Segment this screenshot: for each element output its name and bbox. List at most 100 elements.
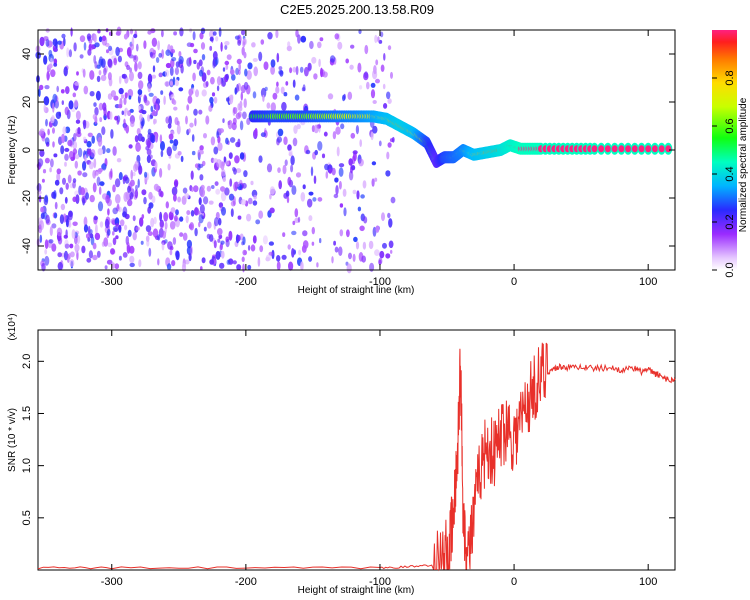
heatmap-noise-cell <box>220 41 223 52</box>
heatmap-ridge-cell <box>591 145 598 153</box>
heatmap-noise-cell <box>217 238 221 243</box>
heatmap-noise-cell <box>185 115 188 125</box>
heatmap-noise-cell <box>129 191 134 200</box>
heatmap-noise-cell <box>342 188 347 197</box>
heatmap-noise-cell <box>269 186 275 195</box>
heatmap-noise-cell <box>388 240 394 249</box>
heatmap-noise-cell <box>199 145 204 151</box>
heatmap-noise-cell <box>359 225 365 232</box>
heatmap-noise-cell <box>193 108 198 116</box>
heatmap-noise-cell <box>178 56 184 65</box>
heatmap-noise-cell <box>232 260 237 265</box>
heatmap-x-axis: -300 -200 -100 0 100 <box>101 30 657 288</box>
heatmap-noise-cell <box>49 167 52 173</box>
heatmap-noise-cell <box>148 75 153 83</box>
heatmap-noise-cell <box>314 149 319 156</box>
heatmap-noise-cell <box>135 226 140 231</box>
heatmap-noise-cell <box>239 106 243 112</box>
heatmap-noise-cell <box>220 240 225 245</box>
heatmap-noise-cell <box>258 155 263 163</box>
heatmap-noise-cell <box>380 64 385 72</box>
heatmap-noise-cell <box>297 216 301 223</box>
heatmap-noise-cell <box>152 65 156 73</box>
heatmap-noise-cell <box>209 96 214 104</box>
heatmap-noise-cell <box>277 167 281 174</box>
heatmap-noise-cell <box>87 225 91 236</box>
heatmap-noise-cell <box>196 62 200 70</box>
heatmap-noise-cell <box>209 234 214 242</box>
heatmap-noise-cell <box>99 117 103 123</box>
heatmap-noise-cell <box>148 92 154 97</box>
heatmap-noise-cell <box>148 247 152 257</box>
heatmap-noise-cell <box>255 219 261 225</box>
heatmap-noise-cell <box>50 69 56 78</box>
heatmap-ridge-cell <box>631 145 638 153</box>
heatmap-noise-cell <box>338 246 343 256</box>
heatmap-noise-cell <box>338 167 344 177</box>
heatmap-noise-cell <box>364 44 369 55</box>
heatmap-noise-cell <box>112 231 115 236</box>
heatmap-noise-cell <box>52 93 58 103</box>
heatmap-noise-cell <box>77 127 81 135</box>
heatmap-noise-cell <box>164 69 170 77</box>
heatmap-noise-cell <box>238 62 241 72</box>
heatmap-noise-cell <box>340 123 345 130</box>
heatmap-noise-cell <box>72 180 76 189</box>
heatmap-noise-cell <box>169 80 173 86</box>
heatmap-noise-cell <box>112 184 116 193</box>
heatmap-noise-cell <box>222 177 226 182</box>
heatmap-noise-cell <box>151 74 157 79</box>
heatmap-noise-cell <box>343 207 347 217</box>
heatmap-noise-cell <box>121 110 125 116</box>
heatmap-noise-cell <box>285 190 290 198</box>
heatmap-noise-cell <box>64 106 70 116</box>
heatmap-noise-cell <box>385 253 391 259</box>
heatmap-noise-cell <box>253 66 258 77</box>
heatmap-noise-cell <box>43 104 47 113</box>
heatmap-noise-cell <box>219 244 222 251</box>
heatmap-noise-cell <box>105 194 110 204</box>
heatmap-noise-cell <box>73 99 79 108</box>
heatmap-noise-cell <box>387 212 391 219</box>
heatmap-noise-cell <box>197 210 201 215</box>
heatmap-noise-cell <box>263 61 269 70</box>
heatmap-noise-cell <box>177 151 182 156</box>
heatmap-noise-cell <box>88 250 93 259</box>
heatmap-noise-cell <box>247 62 253 70</box>
heatmap-noise-cell <box>83 42 87 51</box>
heatmap-noise-cell <box>174 215 178 222</box>
heatmap-noise-cell <box>215 250 221 260</box>
heatmap-noise-cell <box>38 88 41 97</box>
heatmap-noise-cell <box>171 260 176 267</box>
heatmap-noise-cell <box>86 33 92 40</box>
heatmap-noise-cell <box>352 189 357 195</box>
heatmap-noise-cell <box>75 154 80 160</box>
heatmap-noise-cell <box>99 181 105 186</box>
x-tick-label: -200 <box>235 576 257 588</box>
heatmap-noise-cell <box>252 91 257 99</box>
heatmap-noise-cell <box>132 231 137 241</box>
heatmap-noise-cell <box>221 169 226 177</box>
heatmap-noise-cell <box>95 224 98 235</box>
x-tick-label: 0 <box>511 276 517 288</box>
heatmap-noise-cell <box>282 164 287 175</box>
heatmap-ridge-cell <box>625 145 632 153</box>
heatmap-noise-cell <box>107 208 110 216</box>
heatmap-noise-cell <box>222 118 225 123</box>
heatmap-noise-cell <box>269 207 275 214</box>
heatmap-noise-cell <box>236 83 239 93</box>
heatmap-noise-cell <box>214 217 219 227</box>
heatmap-noise-cell <box>231 122 237 131</box>
heatmap-noise-cell <box>319 37 324 42</box>
heatmap-noise-cell <box>44 255 50 266</box>
heatmap-noise-cell <box>287 41 291 48</box>
heatmap-noise-cell <box>113 227 118 232</box>
heatmap-noise-cell <box>191 134 195 142</box>
heatmap-noise-cell <box>165 49 171 56</box>
heatmap-noise-cell <box>95 90 101 101</box>
heatmap-noise-cell <box>132 54 139 63</box>
heatmap-noise-cell <box>172 143 178 152</box>
heatmap-noise-cell <box>387 142 392 148</box>
heatmap-noise-cell <box>364 71 369 79</box>
heatmap-noise-cell <box>324 163 329 171</box>
